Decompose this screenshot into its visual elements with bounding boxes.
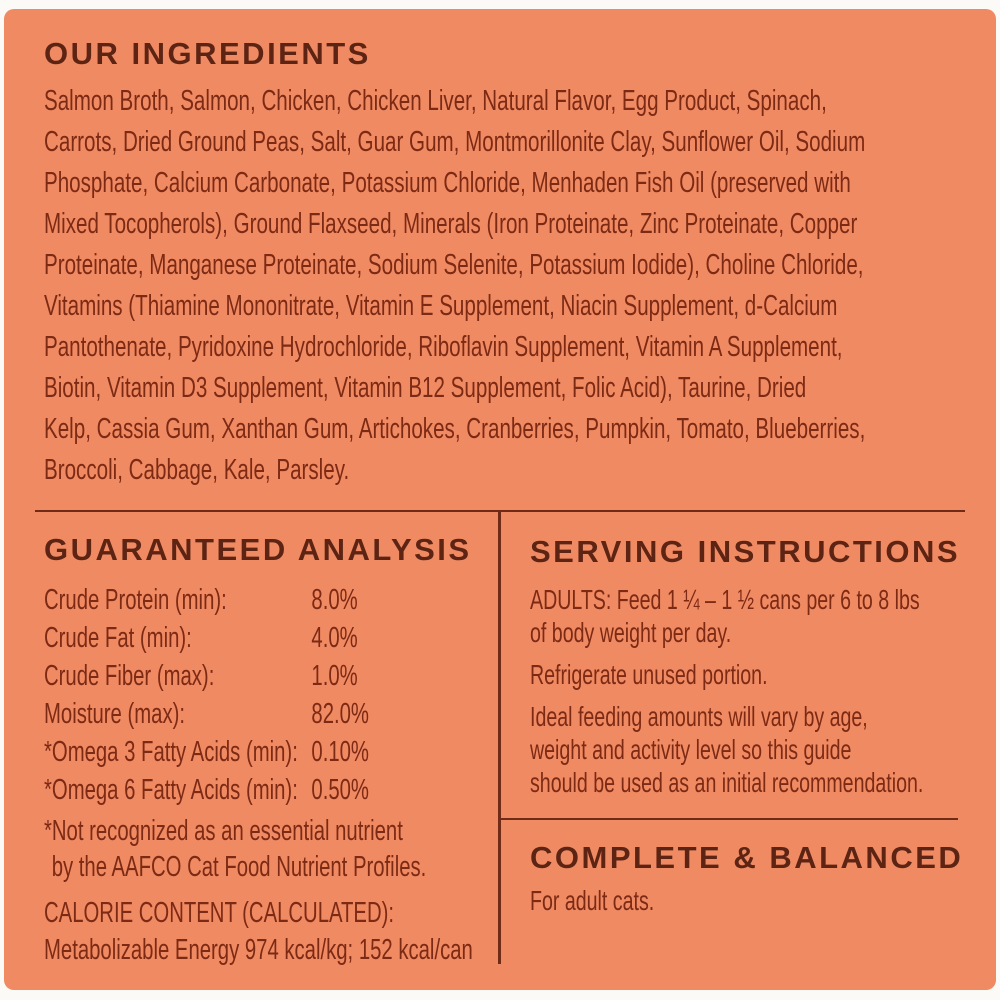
- ingredients-title: OUR INGREDIENTS: [44, 36, 371, 71]
- analysis-row-label: Crude Fat (min):: [44, 622, 192, 654]
- ingredients-line: Salmon Broth, Salmon, Chicken, Chicken L…: [44, 85, 827, 117]
- ingredients-line: Kelp, Cassia Gum, Xanthan Gum, Artichoke…: [44, 413, 866, 445]
- serving-instructions-text: ADULTS: Feed 1 ¼ – 1 ½ cans per 6 to 8 l…: [530, 583, 992, 799]
- ingredients-line: Broccoli, Cabbage, Kale, Parsley.: [44, 454, 350, 486]
- ingredients-line: Biotin, Vitamin D3 Supplement, Vitamin B…: [44, 372, 807, 404]
- analysis-row-value: 8.0%: [311, 584, 358, 616]
- analysis-row: Crude Fiber (max): 1.0%: [44, 657, 499, 695]
- horizontal-divider-main: [35, 510, 965, 512]
- ingredients-line: Pantothenate, Pyridoxine Hydrochloride, …: [44, 331, 843, 363]
- ingredients-line: Vitamins (Thiamine Mononitrate, Vitamin …: [44, 290, 838, 322]
- complete-balanced-text: For adult cats.: [530, 885, 655, 916]
- ingredients-line: Mixed Tocopherols), Ground Flaxseed, Min…: [44, 208, 858, 240]
- analysis-row-label: Crude Fiber (max):: [44, 660, 215, 692]
- calorie-content-text: Metabolizable Energy 974 kcal/kg; 152 kc…: [44, 934, 473, 966]
- guaranteed-analysis-table: Crude Protein (min): 8.0% Crude Fat (min…: [44, 581, 496, 809]
- analysis-row-value: 1.0%: [311, 660, 358, 692]
- analysis-row-value: 82.0%: [311, 698, 369, 730]
- analysis-row-label: Moisture (max):: [44, 698, 185, 730]
- analysis-row-value: 4.0%: [311, 622, 358, 654]
- analysis-row-value: 0.10%: [311, 736, 369, 768]
- analysis-footnote-line: by the AAFCO Cat Food Nutrient Profiles.: [51, 851, 427, 883]
- ingredients-line: Phosphate, Calcium Carbonate, Potassium …: [44, 167, 851, 199]
- analysis-footnote: *Not recognized as an essential nutrient…: [44, 813, 496, 885]
- analysis-row-label: *Omega 6 Fatty Acids (min):: [44, 774, 298, 806]
- ingredients-line: Carrots, Dried Ground Peas, Salt, Guar G…: [44, 126, 866, 158]
- analysis-footnote-line: *Not recognized as an essential nutrient: [44, 815, 403, 847]
- analysis-row: *Omega 6 Fatty Acids (min): 0.50%: [44, 771, 499, 809]
- vertical-divider: [498, 512, 501, 964]
- complete-balanced-section: COMPLETE & BALANCED For adult cats.: [530, 839, 992, 918]
- ingredients-section: OUR INGREDIENTS Salmon Broth, Salmon, Ch…: [44, 35, 989, 491]
- serving-instructions-section: SERVING INSTRUCTIONS ADULTS: Feed 1 ¼ – …: [530, 533, 992, 808]
- analysis-row: Moisture (max): 82.0%: [44, 695, 499, 733]
- horizontal-divider-right: [501, 818, 958, 820]
- analysis-row: Crude Protein (min): 8.0%: [44, 581, 499, 619]
- complete-balanced-title: COMPLETE & BALANCED: [530, 840, 964, 875]
- guaranteed-analysis-title: GUARANTEED ANALYSIS: [44, 532, 472, 567]
- analysis-row: Crude Fat (min): 4.0%: [44, 619, 499, 657]
- calorie-content-block: CALORIE CONTENT (CALCULATED): Metaboliza…: [44, 895, 496, 969]
- analysis-row-value: 0.50%: [311, 774, 369, 806]
- serving-instructions-paragraph: ADULTS: Feed 1 ¼ – 1 ½ cans per 6 to 8 l…: [530, 584, 920, 648]
- analysis-row-label: *Omega 3 Fatty Acids (min):: [44, 736, 298, 768]
- calorie-content-heading: CALORIE CONTENT (CALCULATED):: [44, 897, 395, 929]
- analysis-row-label: Crude Protein (min):: [44, 584, 227, 616]
- ingredients-line: Proteinate, Manganese Proteinate, Sodium…: [44, 249, 864, 281]
- analysis-row: *Omega 3 Fatty Acids (min): 0.10%: [44, 733, 499, 771]
- serving-instructions-paragraph: Ideal feeding amounts will vary by age, …: [530, 701, 924, 798]
- serving-instructions-title: SERVING INSTRUCTIONS: [530, 534, 961, 569]
- serving-instructions-paragraph: Refrigerate unused portion.: [530, 659, 768, 690]
- ingredients-list: Salmon Broth, Salmon, Chicken, Chicken L…: [44, 81, 989, 491]
- label-panel: OUR INGREDIENTS Salmon Broth, Salmon, Ch…: [4, 9, 996, 990]
- guaranteed-analysis-section: GUARANTEED ANALYSIS Crude Protein (min):…: [44, 531, 496, 969]
